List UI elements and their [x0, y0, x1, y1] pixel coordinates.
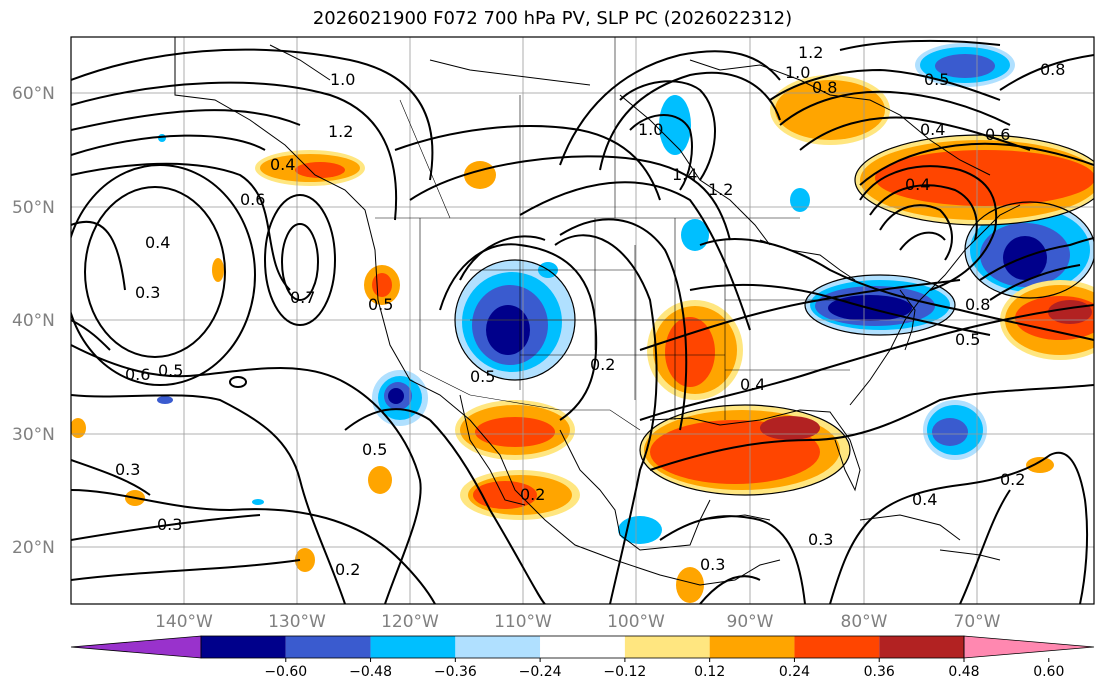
colorbar-extend-low: [70, 635, 202, 659]
lat-label: 40°N: [12, 311, 55, 331]
lon-label: 100°W: [607, 612, 665, 632]
contour-label: 0.3: [808, 530, 833, 549]
colorbar-tick-label: −0.24: [519, 664, 562, 680]
colorbar: −0.60 −0.48 −0.36 −0.24 −0.12 0.12 0.24 0.36 0.4…: [70, 635, 1095, 680]
colorbar-tick-label: 0.48: [948, 664, 979, 680]
pv-blob-pacific-nw: [255, 150, 365, 186]
colorbar-segment: [285, 636, 371, 658]
map-frame: [70, 36, 1095, 605]
contour-label: 0.2: [1000, 470, 1025, 489]
contour-label: 0.3: [157, 515, 182, 534]
contour-label: 0.5: [924, 70, 949, 89]
contour-label: 1.2: [708, 180, 733, 199]
contour-label: 0.7: [290, 288, 315, 307]
colorbar-segment: [455, 636, 541, 658]
lat-label: 60°N: [12, 84, 55, 104]
contour-label: 0.6: [985, 125, 1010, 144]
lon-label: 90°W: [727, 612, 774, 632]
contour-label: 1.4: [672, 165, 697, 184]
contour-label: 0.3: [115, 460, 140, 479]
colorbar-tick-label: 0.12: [694, 664, 725, 680]
colorbar-outline: [200, 635, 965, 659]
contour-label: 0.8: [965, 295, 990, 314]
contour-label: 0.2: [520, 485, 545, 504]
contour-label: 0.5: [470, 367, 495, 386]
colorbar-tick-label: 0.60: [1033, 664, 1064, 680]
contour-label: 1.0: [638, 120, 663, 139]
contour-labels: 1.0 1.2 0.4 0.6 0.3 0.7 0.5 0.6 0.5 0.3 …: [115, 43, 1065, 579]
contour-label: 0.4: [905, 175, 930, 194]
contour-label: 0.3: [135, 283, 160, 302]
contour-label: 0.5: [368, 295, 393, 314]
colorbar-segment: [540, 636, 625, 658]
lat-label: 30°N: [12, 425, 55, 445]
lon-label: 110°W: [494, 612, 552, 632]
colorbar-extend-high: [963, 635, 1095, 659]
contour-label: 0.4: [145, 233, 170, 252]
lon-label: 120°W: [381, 612, 439, 632]
pv-blob-baja-low: [372, 370, 428, 426]
colorbar-segment: [709, 636, 795, 658]
lon-label: 70°W: [954, 612, 1001, 632]
latitude-labels: 60°N 50°N 40°N 30°N 20°N: [12, 84, 55, 558]
colorbar-segment: [879, 636, 964, 658]
contour-label: 0.8: [1040, 60, 1065, 79]
colorbar-segment: [201, 636, 286, 658]
contour-label: 0.6: [240, 190, 265, 209]
pv-outline-contours: [454, 134, 1094, 496]
contour-label: 0.5: [955, 330, 980, 349]
lon-label: 130°W: [268, 612, 326, 632]
pv-blob-southwest-low: [455, 260, 575, 380]
pv-blob-texas-positive: [647, 300, 743, 400]
colorbar-tick-label: −0.12: [603, 664, 646, 680]
contour-label: 1.2: [328, 122, 353, 141]
contour-label: 0.5: [362, 440, 387, 459]
lat-label: 20°N: [12, 538, 55, 558]
pv-shading: [71, 43, 1094, 603]
lat-label: 50°N: [12, 198, 55, 218]
colorbar-segment: [370, 636, 456, 658]
colorbar-tick-label: −0.60: [264, 664, 307, 680]
longitude-labels: 140°W 130°W 120°W 110°W 100°W 90°W 80°W …: [155, 612, 1001, 632]
slp-contours: [71, 39, 1094, 604]
pv-blob-atlantic-negative: [965, 202, 1094, 298]
political-borders: [375, 37, 850, 431]
pv-blob-labrador: [770, 43, 1015, 145]
colorbar-tick-label: 0.24: [779, 664, 810, 680]
contour-label: 0.2: [590, 355, 615, 374]
contour-label: 1.2: [798, 43, 823, 62]
lon-label: 140°W: [155, 612, 213, 632]
contour-label: 1.0: [330, 70, 355, 89]
contour-label: 0.6: [125, 365, 150, 384]
contour-label: 0.2: [335, 560, 360, 579]
lon-label: 80°W: [841, 612, 888, 632]
colorbar-segment: [624, 636, 710, 658]
colorbar-tick-label: −0.48: [349, 664, 392, 680]
pv-blob-gulf-positive: [640, 405, 850, 495]
contour-label: 0.4: [270, 155, 295, 174]
contour-label: 0.4: [920, 120, 945, 139]
contour-label: 0.3: [700, 555, 725, 574]
contour-label: 1.0: [785, 63, 810, 82]
contour-label: 0.8: [812, 78, 837, 97]
contour-label: 0.5: [158, 361, 183, 380]
map-title: 2026021900 F072 700 hPa PV, SLP PC (2026…: [312, 8, 793, 29]
contour-label: 0.4: [912, 490, 937, 509]
contour-label: 0.4: [740, 375, 765, 394]
colorbar-tick-label: −0.36: [434, 664, 477, 680]
colorbar-tick-label: 0.36: [864, 664, 895, 680]
colorbar-segment: [794, 636, 880, 658]
